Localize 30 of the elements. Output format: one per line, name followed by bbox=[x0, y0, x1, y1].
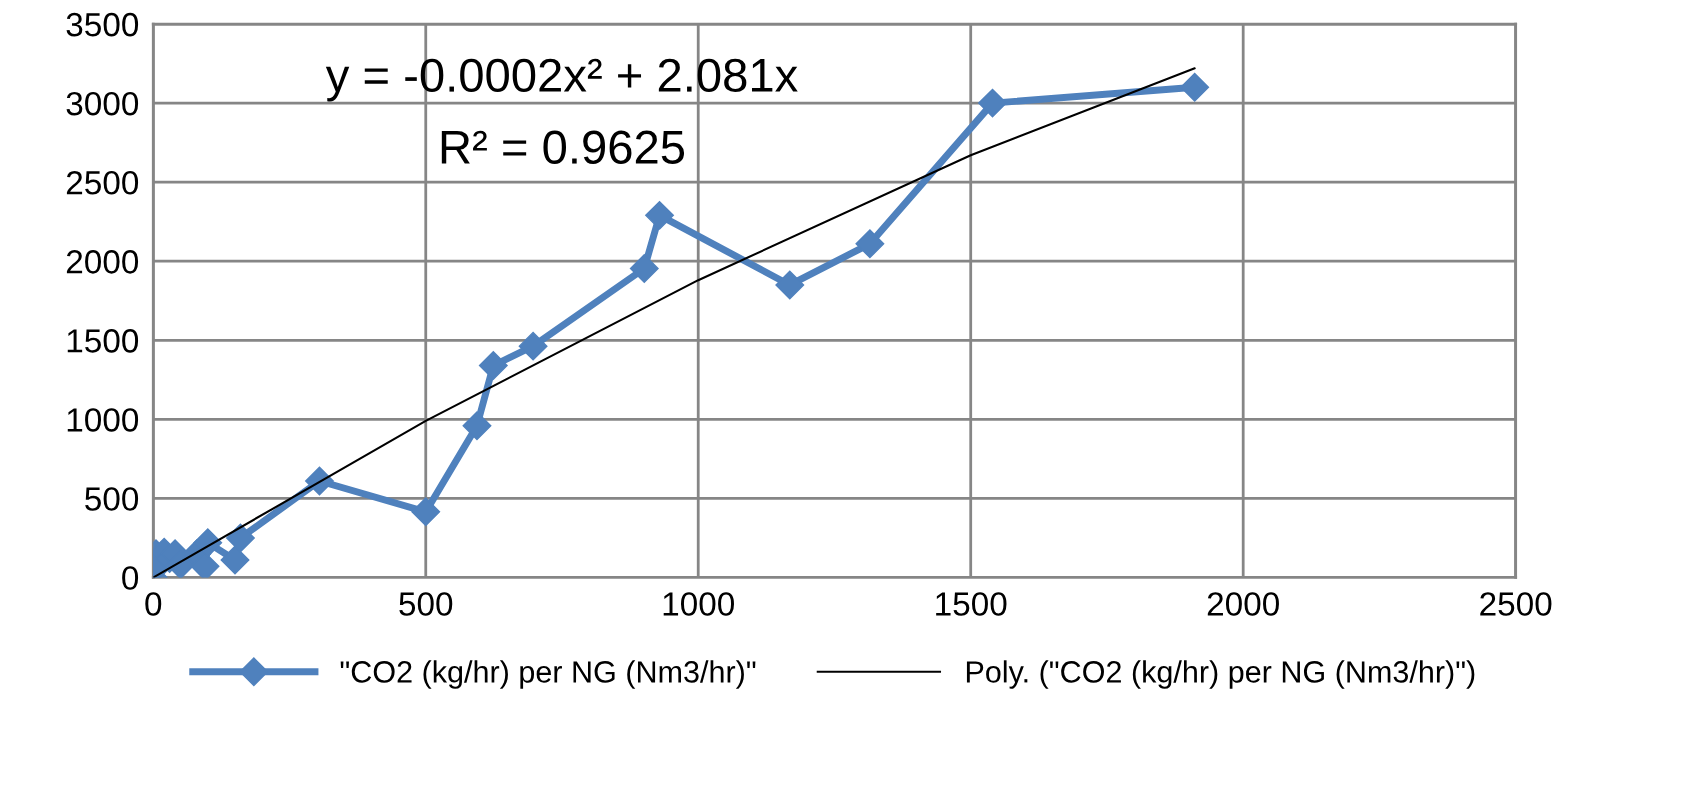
point bbox=[220, 545, 250, 575]
point bbox=[518, 331, 548, 361]
point bbox=[226, 523, 255, 553]
y-tick-label: 1000 bbox=[67, 408, 139, 432]
y-tick-label: 0 bbox=[122, 566, 139, 590]
x-tick-label: 2000 bbox=[1207, 592, 1279, 616]
annotation: R² = 0.9625 bbox=[441, 130, 685, 165]
x-tick-label: 1500 bbox=[936, 592, 1007, 616]
y-tick-label: 3000 bbox=[66, 91, 139, 116]
point bbox=[411, 497, 441, 527]
point bbox=[478, 351, 508, 381]
point bbox=[775, 270, 805, 300]
x-tick-label: 500 bbox=[399, 592, 453, 616]
y-tick-label: 2500 bbox=[66, 170, 139, 195]
x-tick-label: 2500 bbox=[1480, 592, 1552, 616]
y-tick-label: 500 bbox=[85, 487, 139, 511]
point bbox=[1180, 72, 1210, 102]
point bbox=[629, 254, 659, 283]
point bbox=[978, 88, 1007, 118]
y-tick-label: 3500 bbox=[66, 12, 139, 37]
point bbox=[462, 411, 492, 441]
x-tick-label: 0 bbox=[145, 592, 162, 616]
y-tick-label: 1500 bbox=[67, 329, 139, 353]
y-tick-label: 2000 bbox=[66, 250, 139, 274]
legend-label: "CO2 (kg/hr) per NG (Nm3/hr)" bbox=[340, 660, 756, 689]
legend-label: Poly. ("CO2 (kg/hr) per NG (Nm3/hr)") bbox=[966, 660, 1475, 689]
point bbox=[855, 229, 885, 259]
annotation: y = -0.0002x² + 2.081x bbox=[325, 58, 798, 102]
x-tick-label: 1000 bbox=[663, 592, 735, 616]
point bbox=[645, 200, 674, 230]
